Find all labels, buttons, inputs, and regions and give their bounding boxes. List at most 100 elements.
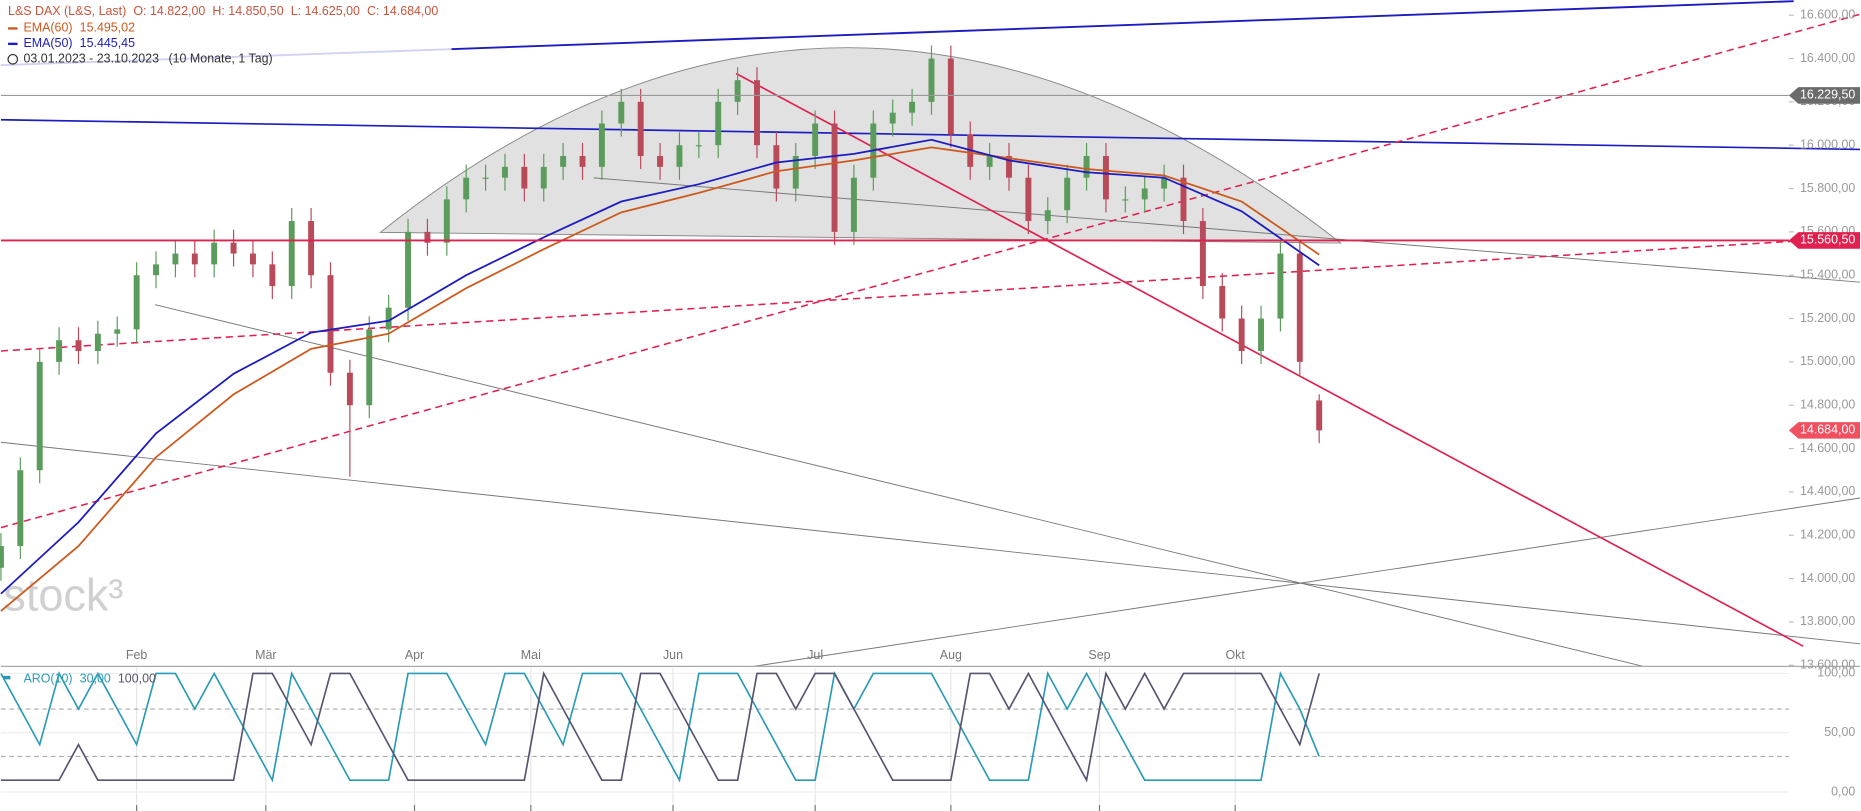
candle-body bbox=[269, 264, 276, 287]
y-tick-label: 15.800,00 bbox=[1800, 181, 1855, 195]
candle-body bbox=[657, 156, 664, 167]
low-label: L: 14.625,00 bbox=[291, 4, 360, 18]
candle-body bbox=[1180, 177, 1187, 222]
instrument: L&S DAX (L&S, Last) bbox=[8, 4, 126, 18]
price-tag bbox=[1788, 232, 1861, 249]
y-tick-label: 16.600,00 bbox=[1800, 7, 1855, 21]
candle-body bbox=[36, 361, 43, 471]
candle-body bbox=[191, 253, 198, 265]
legend-entry: ARO(10) 30,00 100,00 bbox=[23, 672, 156, 686]
range: 03.01.2023 - 23.10.2023 bbox=[23, 52, 159, 66]
candle-body bbox=[598, 123, 605, 167]
trend-line bbox=[0, 441, 1861, 645]
candle-body bbox=[249, 253, 256, 265]
candle-body bbox=[1238, 318, 1245, 352]
candle-body bbox=[1316, 400, 1323, 431]
candle-body bbox=[211, 242, 218, 265]
candle-body bbox=[1064, 177, 1071, 211]
legend-entry: EMA(60) 15.495,02 bbox=[23, 21, 135, 35]
aroon-legend: ARO(10) 30,00 100,00 bbox=[3, 672, 156, 686]
candle-body bbox=[986, 156, 993, 167]
ema-line bbox=[0, 138, 1320, 595]
x-tick-label: Feb bbox=[126, 648, 148, 662]
price-tag-label: 16.229,50 bbox=[1800, 88, 1855, 102]
candle-body bbox=[1277, 253, 1284, 319]
candle-body bbox=[1083, 156, 1090, 178]
ema-line bbox=[0, 146, 1320, 612]
candle-body bbox=[676, 145, 683, 167]
candle-body bbox=[1025, 177, 1032, 222]
aroon-line bbox=[0, 671, 1320, 783]
header: L&S DAX (L&S, Last) O: 14.822,00 H: 14.850… bbox=[0, 2, 452, 69]
trend-line bbox=[735, 72, 1804, 647]
legend-name: EMA(50) bbox=[23, 36, 72, 50]
trend-line bbox=[154, 304, 1644, 667]
candle-body bbox=[230, 242, 237, 254]
drawings bbox=[0, 0, 1861, 667]
price-tag-label: 14.684,00 bbox=[1800, 423, 1855, 437]
candle-body bbox=[773, 145, 780, 189]
candle-body bbox=[133, 275, 140, 330]
x-tick-label: Jun bbox=[663, 648, 683, 662]
candle-body bbox=[521, 166, 528, 189]
legend-swatch bbox=[3, 675, 11, 680]
candle-body bbox=[75, 340, 82, 352]
y-tick-label: 15.400,00 bbox=[1800, 267, 1855, 281]
candle-body bbox=[1141, 188, 1148, 200]
legend-entry: EMA(50) 15.445,45 bbox=[23, 36, 135, 50]
y-tick-label: 50,00 bbox=[1824, 725, 1855, 739]
candle-body bbox=[889, 112, 896, 124]
candle-body bbox=[463, 177, 470, 200]
y-tick-label: 15.000,00 bbox=[1800, 354, 1855, 368]
candle-body bbox=[172, 253, 179, 265]
candle-body bbox=[1044, 210, 1051, 222]
trend-line bbox=[0, 236, 1861, 352]
candle-body bbox=[405, 231, 412, 308]
header-line: L&S DAX (L&S, Last) O: 14.822,00 H: 14.850… bbox=[8, 4, 438, 18]
candle-body bbox=[346, 372, 353, 406]
candle-body bbox=[1219, 286, 1226, 319]
candle-body bbox=[366, 329, 373, 406]
candle-body bbox=[754, 80, 760, 146]
legend-name: ARO(10) bbox=[23, 672, 72, 686]
price-tag bbox=[1788, 87, 1861, 104]
trend-line bbox=[753, 497, 1861, 667]
candle-body bbox=[540, 166, 547, 189]
candle-body bbox=[1102, 156, 1109, 200]
candle-body bbox=[1122, 199, 1129, 201]
period: (10 Monate, 1 Tag) bbox=[169, 52, 273, 66]
price-tag bbox=[1788, 422, 1861, 439]
x-tick-label: Aug bbox=[940, 648, 962, 662]
candle-body bbox=[385, 307, 392, 330]
rounding-top-shape bbox=[379, 47, 1343, 244]
candle-body bbox=[443, 199, 450, 243]
candle-body bbox=[792, 156, 799, 189]
y-tick-label: 14.200,00 bbox=[1800, 528, 1855, 542]
plot: Feb Mär Apr Mai Jun Jul Aug Sep Okt 13.600,00 13.8… bbox=[0, 7, 1861, 811]
x-tick-label: Jul bbox=[807, 648, 823, 662]
aroon-line bbox=[0, 671, 1320, 783]
candle-body bbox=[1161, 177, 1168, 189]
candle-body bbox=[928, 58, 935, 102]
legend-value: 15.445,45 bbox=[80, 36, 135, 50]
open-label: O: 14.822,00 bbox=[133, 4, 205, 18]
candle-body bbox=[715, 101, 722, 146]
candle-body bbox=[618, 101, 625, 124]
candle-body bbox=[850, 177, 857, 232]
x-tick-label: Okt bbox=[1226, 648, 1246, 662]
candle-body bbox=[482, 177, 489, 179]
candle-body bbox=[1296, 253, 1303, 362]
trend-line bbox=[0, 13, 1861, 529]
x-tick-label: Sep bbox=[1088, 648, 1110, 662]
candle-body bbox=[1006, 156, 1012, 178]
candle-body bbox=[560, 156, 567, 167]
candle-body bbox=[424, 231, 431, 243]
candle-body bbox=[114, 329, 121, 334]
candle-body bbox=[909, 101, 916, 113]
legend-value: 30,00 bbox=[80, 672, 111, 686]
y-tick-label: 14.000,00 bbox=[1800, 571, 1855, 585]
candle-body bbox=[308, 221, 315, 276]
trend-line bbox=[593, 177, 1861, 283]
